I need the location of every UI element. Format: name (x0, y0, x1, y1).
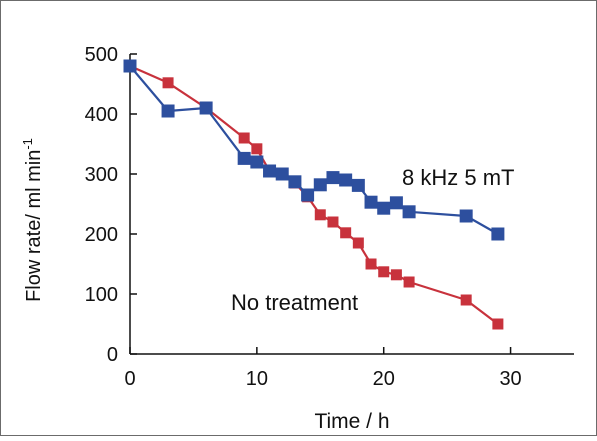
data-point-8khz-5mt (288, 175, 302, 189)
data-point-no-treatment (340, 227, 352, 239)
data-point-no-treatment (238, 132, 250, 144)
data-point-8khz-5mt (364, 195, 378, 209)
series-layer (123, 59, 505, 330)
data-point-8khz-5mt (313, 178, 327, 192)
data-point-8khz-5mt (123, 59, 137, 73)
data-point-8khz-5mt (275, 167, 289, 181)
labels: Time / h Flow rate/ ml min-1 8 kHz 5 mT … (20, 138, 514, 433)
x-tick-label: 20 (373, 368, 395, 390)
data-point-no-treatment (162, 77, 174, 89)
data-point-8khz-5mt (326, 171, 340, 185)
data-point-8khz-5mt (263, 164, 277, 178)
y-tick-label: 500 (85, 44, 118, 66)
data-point-no-treatment (352, 237, 364, 249)
data-point-no-treatment (390, 269, 402, 281)
data-point-8khz-5mt (491, 227, 505, 241)
x-tick-label: 30 (499, 368, 521, 390)
data-point-8khz-5mt (339, 173, 353, 187)
x-tick-label: 0 (124, 368, 135, 390)
data-point-8khz-5mt (250, 155, 264, 169)
data-point-no-treatment (492, 318, 504, 330)
data-point-no-treatment (378, 266, 390, 278)
data-point-8khz-5mt (199, 101, 213, 115)
x-tick-label: 10 (246, 368, 268, 390)
y-tick-label: 300 (85, 164, 118, 186)
data-point-8khz-5mt (237, 151, 251, 165)
y-tick-label: 100 (85, 284, 118, 306)
y-axis-label: Flow rate/ ml min-1 (20, 138, 45, 302)
data-point-no-treatment (403, 276, 415, 288)
data-point-8khz-5mt (161, 104, 175, 118)
y-tick-label: 200 (85, 224, 118, 246)
y-tick-label: 0 (107, 344, 118, 366)
data-point-no-treatment (251, 143, 263, 155)
data-point-8khz-5mt (459, 209, 473, 223)
data-point-8khz-5mt (377, 201, 391, 215)
data-point-no-treatment (460, 294, 472, 306)
data-point-no-treatment (365, 258, 377, 270)
data-point-no-treatment (327, 216, 339, 228)
data-point-8khz-5mt (402, 205, 416, 219)
series-8khz-5mt (123, 59, 505, 241)
series-label-8khz-5mt: 8 kHz 5 mT (402, 165, 514, 190)
axes: 0 100 200 300 400 500 0 10 20 30 (85, 44, 574, 390)
data-point-no-treatment (314, 209, 326, 221)
data-point-8khz-5mt (301, 188, 315, 202)
data-point-8khz-5mt (389, 196, 403, 210)
y-tick-label: 400 (85, 104, 118, 126)
series-label-no-treatment: No treatment (231, 290, 358, 315)
data-point-8khz-5mt (351, 178, 365, 192)
x-axis-label: Time / h (314, 410, 389, 433)
